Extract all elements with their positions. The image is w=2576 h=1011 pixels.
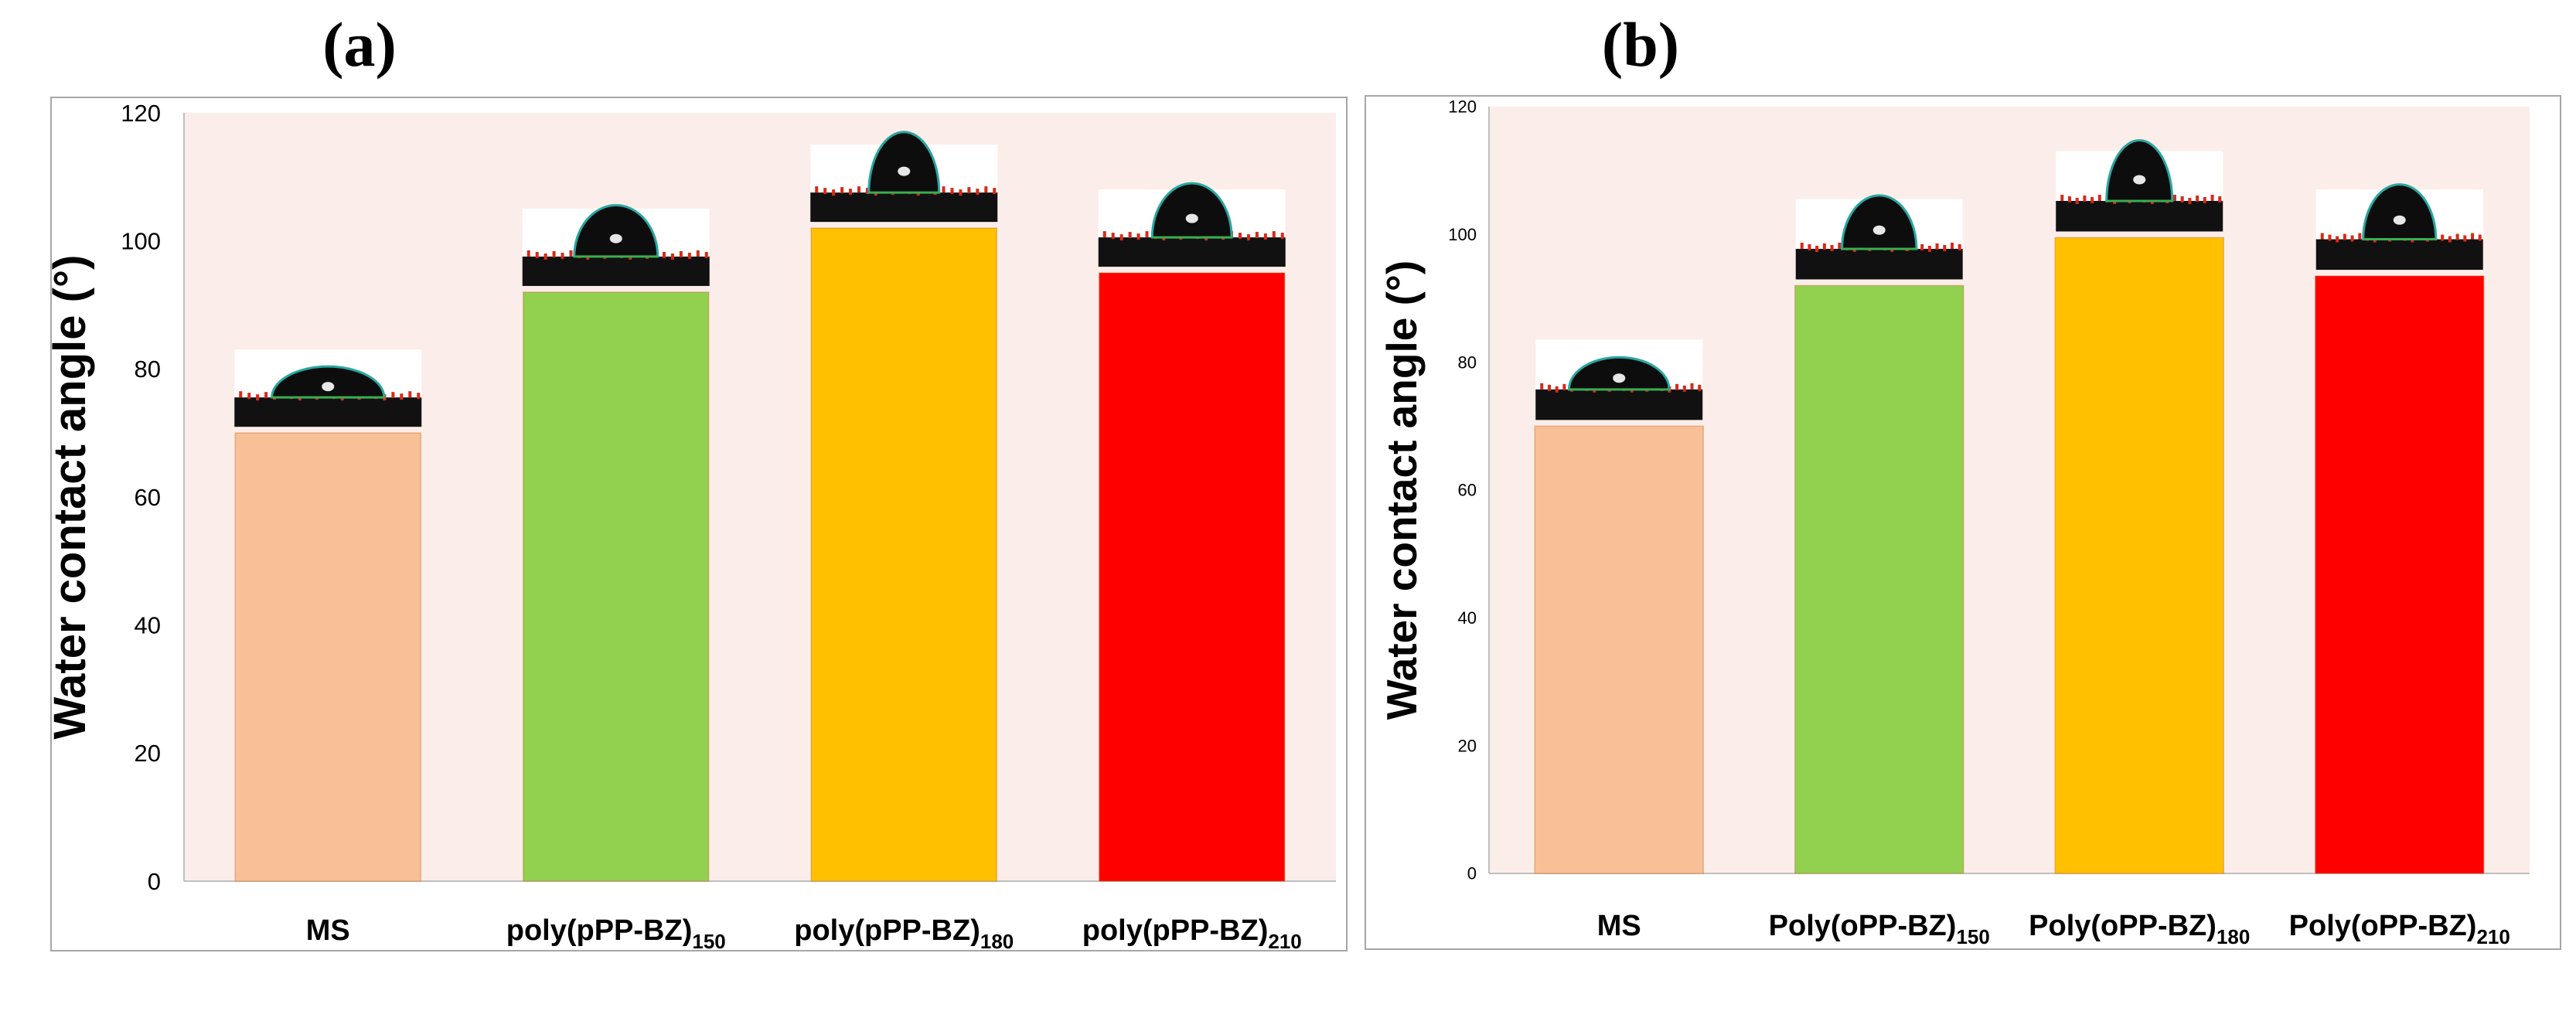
y-tick-label: 120 [1448,97,1477,117]
x-category-label: MS [306,914,350,947]
bar [1534,425,1704,874]
y-tick-label: 80 [1458,352,1477,372]
water-droplet-photo [1795,194,1963,280]
chart-panel-b: 0 20 40 60 80 100 120 Water contact angle (°) (b… [1365,9,2561,950]
y-axis-label: Water contact angle (°) [45,255,95,740]
bar [2315,275,2485,874]
bar [2054,237,2224,874]
bar [234,432,421,882]
water-droplet-photo [522,204,710,286]
y-tick-label: 100 [1448,225,1477,244]
y-axis-label: Water contact angle (°) [1378,260,1426,720]
x-category-label: MS [1597,910,1641,942]
water-droplet-photo [2315,184,2483,271]
water-droplet-photo [1098,182,1286,267]
x-category-label: poly(pPP-BZ)180 [794,914,1014,953]
x-category-label: poly(pPP-BZ)210 [1082,914,1302,953]
x-category-label: poly(pPP-BZ)150 [506,914,726,953]
y-tick-label: 80 [135,356,161,383]
bar [1099,272,1286,882]
water-droplet-photo [234,349,422,427]
bar [810,227,997,882]
x-category-label: Poly(oPP-BZ)150 [1769,910,1990,948]
panel-label: (a) [322,9,397,80]
bar [1794,284,1964,874]
chart-panel-a: 0 20 40 60 80 100 120 Water contact angle (°) (a… [45,9,1348,953]
y-tick-label: 40 [135,612,161,639]
water-droplet-photo [2056,139,2223,232]
water-droplet-photo [1535,339,1703,420]
y-tick-label: 20 [135,740,161,767]
panel-label: (b) [1602,9,1679,80]
water-droplet-photo [810,131,998,223]
y-tick-label: 0 [1467,864,1477,883]
x-category-label: Poly(oPP-BZ)210 [2289,910,2510,948]
y-tick-label: 60 [135,484,161,511]
y-tick-label: 100 [121,228,161,255]
y-tick-label: 20 [1458,736,1477,755]
y-tick-label: 0 [148,868,161,895]
x-category-label: Poly(oPP-BZ)180 [2029,910,2250,948]
y-tick-label: 120 [121,100,161,127]
bar [523,291,710,882]
y-tick-label: 40 [1458,608,1477,628]
y-tick-label: 60 [1458,481,1477,500]
